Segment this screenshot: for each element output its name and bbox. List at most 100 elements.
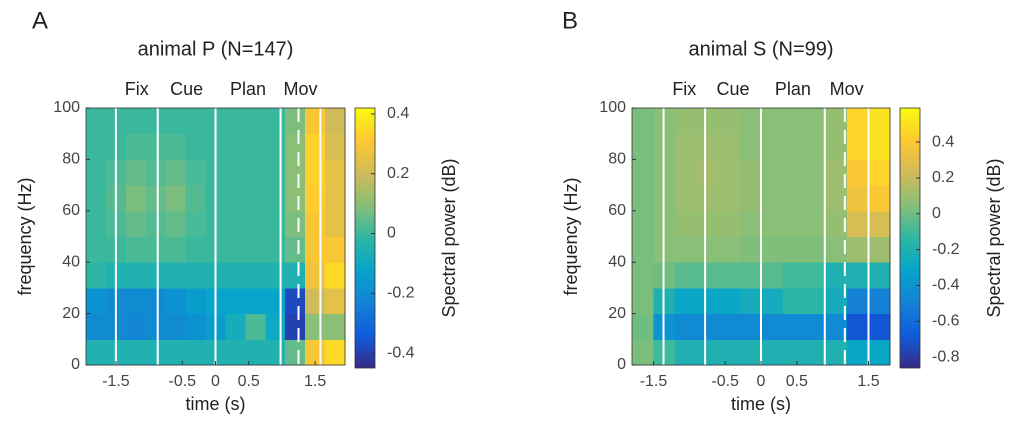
x-tick-label: 1.5 <box>857 373 879 390</box>
epoch-label: Mov <box>830 79 864 99</box>
heatmap-cell <box>825 287 848 315</box>
heatmap-cell <box>675 339 697 366</box>
heatmap-cell <box>718 185 740 212</box>
heatmap-cell <box>847 108 869 135</box>
heatmap-cell <box>868 108 891 135</box>
colorbar <box>899 107 921 369</box>
heatmap-cell <box>825 210 848 237</box>
epoch-label: Fix <box>125 79 149 99</box>
heatmap-cell <box>718 133 740 160</box>
heatmap-cell <box>825 185 848 212</box>
heatmap-cell <box>739 133 762 160</box>
x-tick-label: -0.5 <box>169 373 197 390</box>
heatmap-cell <box>675 313 697 340</box>
heatmap-cell <box>825 159 848 186</box>
panel-letter: A <box>32 7 48 34</box>
heatmap-cell <box>225 287 246 315</box>
heatmap-cell <box>825 313 848 340</box>
heatmap-cell <box>632 313 654 340</box>
heatmap-cell <box>804 108 826 135</box>
heatmap-cell <box>868 339 891 366</box>
heatmap-cell <box>86 287 107 315</box>
colorbar-tick-label: -0.8 <box>932 348 960 365</box>
heatmap-cell <box>718 262 740 289</box>
heatmap-cell <box>718 108 740 135</box>
heatmap-cell <box>804 133 826 160</box>
heatmap-cell <box>265 133 286 160</box>
heatmap-cell <box>825 133 848 160</box>
heatmap-cell <box>185 313 207 340</box>
heatmap-cell <box>325 313 346 340</box>
y-tick-label: 0 <box>71 356 80 373</box>
y-tick-label: 60 <box>608 202 626 219</box>
heatmap-cell <box>265 262 286 289</box>
x-axis-label: time (s) <box>731 394 791 414</box>
heatmap-cell <box>325 287 346 315</box>
heatmap-cell <box>761 236 783 263</box>
heatmap-cell <box>245 287 266 315</box>
y-axis-label: frequency (Hz) <box>15 177 35 295</box>
heatmap-cell <box>125 108 147 135</box>
heatmap-cell <box>165 133 187 160</box>
heatmap-cell <box>245 133 266 160</box>
heatmap-cell <box>825 339 848 366</box>
heatmap-cell <box>739 210 762 237</box>
heatmap-cell <box>125 236 147 263</box>
heatmap-cell <box>125 159 147 186</box>
heatmap-cell <box>739 185 762 212</box>
heatmap-cell <box>739 313 762 340</box>
heatmap-cell <box>804 313 826 340</box>
heatmap-cell <box>285 185 306 212</box>
heatmap-cell <box>225 236 246 263</box>
heatmap-cell <box>125 133 147 160</box>
heatmap-cell <box>185 185 207 212</box>
heatmap-cell <box>761 185 783 212</box>
heatmap-cell <box>86 108 107 135</box>
heatmap-cell <box>868 133 891 160</box>
heatmap-cell <box>847 313 869 340</box>
heatmap-cell <box>165 236 187 263</box>
heatmap-cell <box>285 210 306 237</box>
heatmap-cell <box>675 133 697 160</box>
y-tick-label: 80 <box>608 151 626 168</box>
heatmap-cell <box>285 159 306 186</box>
heatmap-cell <box>782 236 805 263</box>
epoch-label: Cue <box>717 79 750 99</box>
heatmap-cell <box>145 313 167 340</box>
x-tick-label: 0 <box>757 373 766 390</box>
heatmap-cell <box>761 133 783 160</box>
heatmap-cell <box>782 262 805 289</box>
heatmap-cell <box>847 185 869 212</box>
heatmap-cell <box>145 133 167 160</box>
epoch-label: Cue <box>170 79 203 99</box>
y-axis-label: frequency (Hz) <box>561 177 581 295</box>
colorbar-tick-label: 0 <box>387 225 396 242</box>
heatmap-cell <box>225 159 246 186</box>
x-tick-label: -0.5 <box>711 373 739 390</box>
colorbar-tick-label: -0.4 <box>932 277 960 294</box>
heatmap-cell <box>245 185 266 212</box>
heatmap-cell <box>185 210 207 237</box>
heatmap-cell <box>225 210 246 237</box>
heatmap-cell <box>265 159 286 186</box>
heatmap-cell <box>185 339 207 366</box>
heatmap-cell <box>632 108 654 135</box>
heatmap-cell <box>782 108 805 135</box>
heatmap-cell <box>804 236 826 263</box>
colorbar-tick-label: -0.2 <box>387 285 415 302</box>
heatmap-cell <box>739 287 762 315</box>
y-tick-label: 80 <box>62 151 80 168</box>
heatmap-cell <box>718 159 740 186</box>
heatmap-cell <box>86 133 107 160</box>
heatmap-cell <box>285 108 306 135</box>
heatmap-cell <box>285 287 306 315</box>
chart-title: animal P (N=147) <box>138 38 294 60</box>
heatmap-cell <box>265 287 286 315</box>
heatmap-cell <box>325 185 346 212</box>
heatmap-cell <box>696 108 719 135</box>
heatmap-cell <box>675 262 697 289</box>
heatmap-cell <box>675 159 697 186</box>
heatmap-cell <box>305 133 326 160</box>
y-tick-label: 40 <box>62 253 80 270</box>
